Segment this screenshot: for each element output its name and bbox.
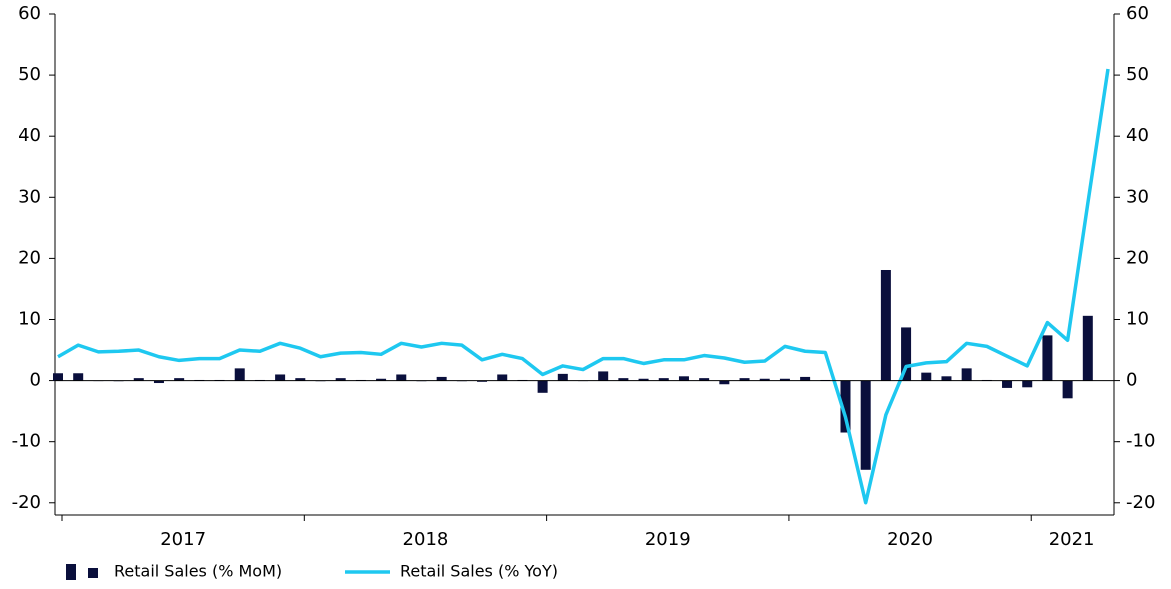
- bar: [1082, 315, 1093, 381]
- bar: [295, 378, 306, 381]
- bar: [153, 380, 164, 384]
- y2-tick-label: 30: [1126, 186, 1149, 207]
- bar: [840, 380, 851, 433]
- bar: [1022, 380, 1033, 388]
- bar: [598, 371, 609, 381]
- bar: [860, 380, 871, 470]
- legend-swatch: [66, 564, 76, 580]
- bar: [921, 372, 932, 381]
- bar: [1062, 380, 1073, 399]
- y-tick-label: 0: [30, 370, 41, 391]
- x-tick-label: 2017: [160, 529, 206, 550]
- legend-swatch: [88, 568, 98, 578]
- bar: [638, 378, 649, 381]
- y2-tick-label: -20: [1126, 492, 1155, 513]
- bar: [678, 376, 689, 381]
- y2-tick-label: -10: [1126, 431, 1155, 452]
- bar: [335, 378, 346, 381]
- bar: [275, 374, 286, 381]
- x-tick-label: 2021: [1049, 529, 1095, 550]
- bar: [1042, 335, 1053, 381]
- bar: [376, 378, 387, 381]
- y2-tick-label: 20: [1126, 247, 1149, 268]
- bar: [618, 378, 629, 381]
- bar: [396, 374, 407, 381]
- bar: [497, 374, 508, 381]
- bar: [53, 373, 63, 381]
- bar: [739, 378, 750, 381]
- bar: [557, 373, 568, 381]
- x-tick-label: 2019: [645, 529, 691, 550]
- bar: [234, 368, 245, 381]
- y2-tick-label: 60: [1126, 3, 1149, 24]
- y2-tick-label: 50: [1126, 64, 1149, 85]
- legend-label: Retail Sales (% MoM): [114, 562, 282, 581]
- y-tick-label: 20: [18, 247, 41, 268]
- bar: [1002, 380, 1013, 388]
- bar: [436, 376, 447, 381]
- legend-label: Retail Sales (% YoY): [400, 562, 558, 581]
- y2-tick-label: 40: [1126, 125, 1149, 146]
- bar: [880, 269, 891, 381]
- bar: [779, 378, 790, 381]
- y-tick-label: 60: [18, 3, 41, 24]
- bar: [477, 380, 488, 382]
- bar: [941, 376, 952, 381]
- bar: [961, 368, 972, 381]
- bar: [658, 378, 669, 381]
- y-tick-label: 50: [18, 64, 41, 85]
- y-tick-label: -20: [12, 492, 41, 513]
- y-tick-label: -10: [12, 431, 41, 452]
- y-tick-label: 10: [18, 308, 41, 329]
- bar: [759, 378, 770, 381]
- y2-tick-label: 10: [1126, 308, 1149, 329]
- bar: [174, 378, 185, 381]
- line: [57, 68, 1110, 505]
- bar: [800, 376, 811, 381]
- bar: [719, 380, 730, 385]
- y-tick-label: 30: [18, 186, 41, 207]
- y2-tick-label: 0: [1126, 370, 1137, 391]
- bar: [537, 380, 548, 393]
- bar: [699, 378, 710, 381]
- bar: [133, 378, 144, 381]
- bar: [73, 373, 84, 381]
- bar: [901, 327, 912, 381]
- x-tick-label: 2018: [403, 529, 449, 550]
- x-tick-label: 2020: [887, 529, 933, 550]
- y-tick-label: 40: [18, 125, 41, 146]
